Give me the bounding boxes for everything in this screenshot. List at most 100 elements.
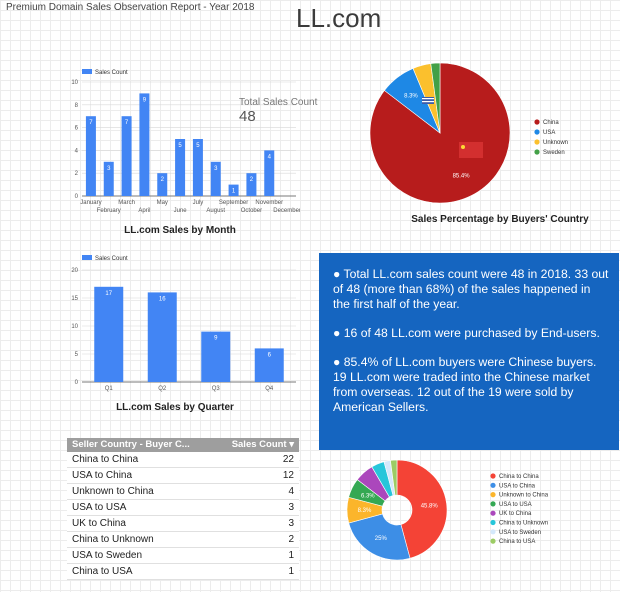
bar — [85, 116, 96, 196]
table-row: Unknown to China 4 — [67, 484, 299, 500]
legend-swatch — [82, 255, 92, 260]
row-value: 1 — [288, 566, 294, 577]
legend-dot — [490, 501, 496, 507]
table-row: USA to Sweden 1 — [67, 548, 299, 564]
x-tick-label: June — [174, 208, 188, 214]
usa-flag-stripe — [422, 98, 434, 100]
table-row: China to China 22 — [67, 452, 299, 468]
bar-value-label: 7 — [89, 120, 93, 126]
bar-value-label: 6 — [268, 352, 272, 358]
legend-label: Sweden — [543, 150, 565, 156]
bar-value-label: 16 — [159, 296, 166, 302]
bar — [228, 184, 239, 196]
legend-dot — [534, 119, 540, 125]
legend-label: USA to USA — [499, 502, 532, 508]
legend-label: USA — [543, 130, 555, 136]
bar — [192, 139, 203, 196]
y-tick-label: 2 — [75, 171, 79, 177]
y-tick-label: 8 — [75, 103, 79, 109]
report-title: LL.com — [296, 3, 382, 33]
y-tick-label: 4 — [75, 148, 79, 154]
report-subtitle: Premium Domain Sales Observation Report … — [6, 2, 255, 13]
legend-dot — [534, 129, 540, 135]
bar-value-label: 9 — [143, 97, 147, 103]
quarterly-chart-title: LL.com Sales by Quarter — [116, 402, 234, 413]
bar-value-label: 7 — [125, 120, 129, 126]
y-tick-label: 10 — [71, 324, 78, 330]
table-row: China to USA 1 — [67, 564, 299, 580]
legend-label: China to Unknown — [499, 521, 548, 527]
x-tick-label: Q3 — [212, 386, 221, 392]
bar — [157, 173, 168, 196]
legend-label: China — [543, 120, 559, 126]
slice-percent-label: 8.3% — [404, 93, 418, 99]
row-label: China to USA — [72, 566, 133, 577]
table-row: UK to China 3 — [67, 516, 299, 532]
legend-dot — [490, 473, 496, 479]
bar — [201, 331, 231, 382]
legend-label: USA to China — [499, 483, 536, 489]
summary-point-1: ● Total LL.com sales count were 48 in 20… — [333, 267, 609, 311]
slice-percent-label: 6.3% — [361, 494, 375, 500]
bar-value-label: 2 — [250, 177, 254, 183]
summary-point-2: ● 16 of 48 LL.com were purchased by End-… — [333, 326, 600, 340]
bar-value-label: 5 — [196, 143, 200, 149]
row-value: 3 — [288, 502, 294, 513]
slice-percent-label: 85.4% — [453, 174, 471, 180]
monthly-sales-chart: Sales Count 0 2 4 6 8 10 7 January 3 February 7 Marc… — [71, 69, 300, 214]
legend-label: Unknown — [543, 140, 568, 146]
slice-percent-label: 8.3% — [358, 508, 372, 514]
legend-swatch — [82, 69, 92, 74]
bar — [147, 292, 177, 382]
bar — [94, 286, 124, 382]
row-label: China to Unknown — [72, 534, 154, 545]
y-tick-label: 20 — [71, 268, 78, 274]
usa-flag-stripe — [422, 101, 434, 103]
legend-dot — [490, 538, 496, 544]
buyer-country-pie-chart: 85.4% China 8.3% USA Unknown Sweden — [369, 62, 568, 204]
x-tick-label: September — [219, 200, 248, 206]
column-header-sales-count[interactable]: Sales Count ▾ — [231, 439, 294, 450]
x-tick-label: Q2 — [158, 386, 167, 392]
row-value: 12 — [282, 470, 294, 481]
bar — [175, 139, 186, 196]
legend-label: Sales Count — [95, 256, 128, 262]
table-header: Seller Country - Buyer C... Sales Count … — [67, 438, 299, 452]
legend-label: UK to China — [499, 511, 532, 517]
x-tick-label: November — [255, 200, 283, 206]
legend-label: Unknown to China — [499, 493, 549, 499]
y-tick-label: 15 — [71, 296, 78, 302]
china-flag-icon — [459, 142, 483, 158]
x-tick-label: July — [193, 200, 204, 206]
legend-dot — [490, 510, 496, 516]
buyer-country-chart-title: Sales Percentage by Buyers' Country — [411, 214, 589, 225]
summary-point-3: ● 85.4% of LL.com buyers were Chinese bu… — [333, 355, 597, 414]
row-label: USA to China — [72, 470, 133, 481]
pie-slice — [430, 62, 441, 134]
x-tick-label: Q1 — [105, 386, 114, 392]
seller-buyer-table: Seller Country - Buyer C... Sales Count … — [67, 438, 299, 580]
bar-value-label: 3 — [107, 166, 111, 172]
row-value: 4 — [288, 486, 294, 497]
column-header-seller-buyer[interactable]: Seller Country - Buyer C... — [72, 439, 190, 450]
x-tick-label: May — [157, 200, 168, 206]
bar — [210, 161, 221, 196]
row-value: 3 — [288, 518, 294, 529]
x-tick-label: Q4 — [265, 386, 274, 392]
bar-value-label: 9 — [214, 336, 218, 342]
row-label: USA to Sweden — [72, 550, 143, 561]
y-tick-label: 10 — [71, 80, 78, 86]
x-tick-label: February — [97, 208, 121, 214]
slice-percent-label: 25% — [375, 536, 388, 542]
y-tick-label: 0 — [75, 194, 79, 200]
table-row: USA to China 12 — [67, 468, 299, 484]
legend-dot — [490, 492, 496, 498]
x-tick-label: January — [80, 200, 101, 206]
x-tick-label: December — [273, 208, 300, 214]
row-value: 22 — [282, 454, 294, 465]
pie-slice — [390, 459, 398, 496]
legend-label: China to USA — [499, 539, 535, 545]
row-value: 1 — [288, 550, 294, 561]
pie-slice — [396, 459, 448, 559]
